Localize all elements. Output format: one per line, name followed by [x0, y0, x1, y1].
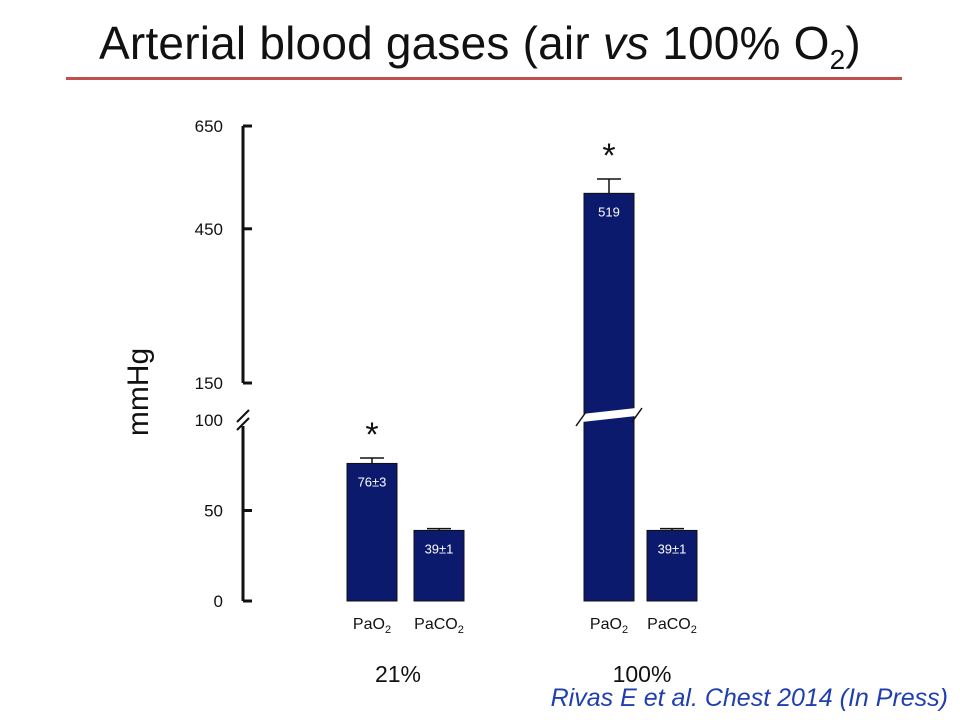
- title-underline: [66, 77, 902, 80]
- title-suffix: ): [845, 17, 861, 69]
- y-tick-label: 50: [204, 502, 223, 521]
- bar-category-label: PaO2: [590, 616, 628, 636]
- title-middle: 100% O: [649, 17, 830, 69]
- bar-value-label: 519: [598, 204, 620, 219]
- bar: [583, 192, 635, 602]
- bar-break-gap: [582, 408, 636, 422]
- bar-value-label: 76±3: [358, 474, 387, 489]
- significance-marker: *: [365, 416, 378, 454]
- title-vs: vs: [602, 17, 650, 69]
- axis-break-mark: [236, 409, 250, 423]
- y-axis-label: mmHg: [122, 348, 155, 436]
- bar-value-label: 39±1: [658, 541, 687, 556]
- y-tick-label: 0: [214, 592, 223, 611]
- bar-break-mark: [631, 407, 643, 423]
- y-tick-label: 150: [195, 374, 223, 393]
- title-prefix: Arterial blood gases (air: [99, 17, 603, 69]
- y-tick-label: 450: [195, 220, 223, 239]
- significance-marker: *: [602, 137, 615, 175]
- y-tick-label: 650: [195, 117, 223, 136]
- bar: [346, 462, 398, 602]
- bar: [646, 529, 698, 602]
- group-label: 100%: [613, 661, 672, 687]
- bar-category-label: PaCO2: [647, 616, 697, 636]
- bar-value-label: 39±1: [425, 541, 454, 556]
- bar: [413, 529, 465, 602]
- axis-break-mark: [236, 417, 250, 431]
- bar-category-label: PaO2: [353, 616, 391, 636]
- citation: Rivas E et al. Chest 2014 (In Press): [550, 684, 948, 712]
- title-subscript: 2: [829, 44, 846, 76]
- bar-category-label: PaCO2: [414, 616, 464, 636]
- page-title: Arterial blood gases (air vs 100% O2): [0, 14, 960, 89]
- bar-break-mark: [575, 411, 587, 427]
- y-tick-label: 100: [195, 411, 223, 430]
- group-label: 21%: [375, 661, 421, 687]
